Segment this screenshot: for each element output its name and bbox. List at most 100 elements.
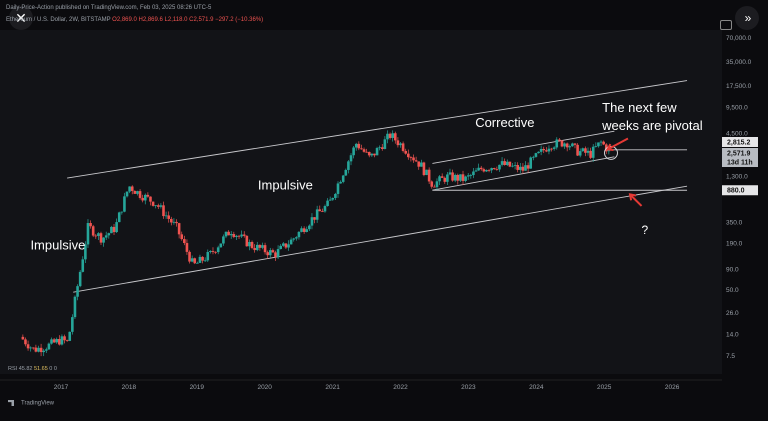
candle-body [404, 150, 408, 154]
candle-body [63, 336, 66, 341]
candle-body [141, 197, 144, 201]
x-tick-label: 2019 [190, 384, 205, 391]
candle-body [396, 140, 400, 146]
candle-body [123, 196, 126, 212]
candle-body [357, 143, 361, 149]
annotation-text: ? [642, 223, 649, 237]
candle-body [125, 191, 129, 197]
x-tick-label: 2018 [122, 384, 137, 391]
candle-body [99, 233, 103, 243]
candle-body [393, 133, 397, 141]
annotation-text: Corrective [475, 115, 534, 130]
candle-body [133, 190, 137, 194]
candle-body [130, 186, 134, 191]
candle-body [183, 239, 186, 244]
candle-body [354, 143, 358, 148]
candle-body [71, 317, 74, 332]
candle-body [284, 243, 288, 248]
candle-body [112, 226, 116, 233]
close-icon: ✕ [15, 9, 27, 26]
candle-body [117, 212, 121, 223]
candle-body [591, 146, 595, 158]
candle-body [120, 211, 124, 213]
x-tick-label: 2021 [325, 384, 340, 391]
candle-body [188, 251, 191, 262]
candle-body [589, 150, 592, 158]
annotation-arrow-shaft [607, 137, 629, 151]
candle-body [227, 231, 230, 236]
candle-body [289, 239, 293, 245]
candle-body [545, 150, 548, 152]
candle-body [558, 139, 561, 141]
candle-body [466, 175, 470, 177]
candle-body [258, 244, 262, 248]
candle-body [451, 172, 454, 181]
x-tick-label: 2025 [597, 384, 612, 391]
candle-body [68, 331, 72, 341]
symbol-name: Ethereum / U.S. Dollar, 2W, BITSTAMP [6, 17, 111, 23]
x-tick-label: 2023 [461, 384, 476, 391]
candle-body [414, 160, 418, 162]
candle-body [305, 229, 309, 232]
next-button[interactable]: » [735, 6, 759, 30]
annotation-text: Impulsive [30, 238, 85, 253]
candle-body [519, 166, 522, 170]
candle-body [555, 139, 559, 148]
close-button[interactable]: ✕ [9, 6, 33, 30]
candle-body [425, 169, 428, 176]
trendline-channel-lower [73, 185, 688, 293]
publisher-info: Daily-Price-Action published on TradingV… [6, 5, 212, 11]
candle-body [505, 161, 509, 166]
candle-body [34, 347, 38, 352]
rsi-legend: RSI 45.82 51.65 0 0 [8, 366, 57, 372]
y-tick-label: 7.5 [726, 353, 735, 360]
y-tick-label: 14.0 [726, 331, 739, 338]
candle-body [347, 161, 350, 170]
x-tick-label: 2022 [393, 384, 408, 391]
candle-body [170, 218, 173, 223]
candle-body [164, 215, 168, 217]
candle-body [190, 258, 194, 262]
candle-body [143, 194, 147, 201]
candle-body [532, 156, 535, 158]
candle-body [172, 221, 176, 223]
candle-body [211, 250, 215, 252]
candle-body [266, 252, 269, 256]
camera-icon[interactable] [720, 20, 732, 30]
candle-body [388, 133, 392, 138]
candle-body [282, 243, 285, 246]
candle-body [295, 237, 298, 239]
candle-body [524, 165, 527, 171]
candle-body [154, 205, 157, 207]
candle-body [495, 169, 499, 170]
y-tick-label: 26.0 [726, 310, 739, 317]
candle-body [331, 197, 335, 200]
candle-body [581, 148, 585, 152]
price-label: 2,815.2 [727, 140, 750, 147]
y-tick-label: 1,300.0 [726, 174, 748, 181]
candle-body [102, 237, 105, 243]
candle-body [224, 231, 228, 237]
ohlc-values: O2,869.0 H2,869.6 L2,118.0 C2,571.9 −297… [112, 17, 264, 23]
candle-body [149, 196, 152, 202]
candle-body [37, 347, 40, 352]
symbol-info: Ethereum / U.S. Dollar, 2W, BITSTAMP O2,… [6, 17, 263, 23]
candle-body [196, 262, 199, 264]
candle-body [597, 142, 600, 147]
candle-body [456, 174, 460, 181]
candle-body [104, 235, 108, 238]
candle-body [297, 231, 301, 238]
candle-body [537, 151, 540, 154]
candle-body [91, 226, 95, 236]
candle-body [21, 336, 25, 340]
candle-body [78, 271, 82, 287]
candle-body [427, 169, 431, 182]
candle-body [39, 347, 43, 353]
price-label-box [722, 148, 758, 158]
candle-body [430, 181, 434, 187]
candle-body [443, 177, 447, 182]
candle-body [302, 228, 306, 232]
candle-body [500, 161, 504, 165]
candle-body [568, 146, 572, 148]
candle-body [360, 148, 363, 150]
